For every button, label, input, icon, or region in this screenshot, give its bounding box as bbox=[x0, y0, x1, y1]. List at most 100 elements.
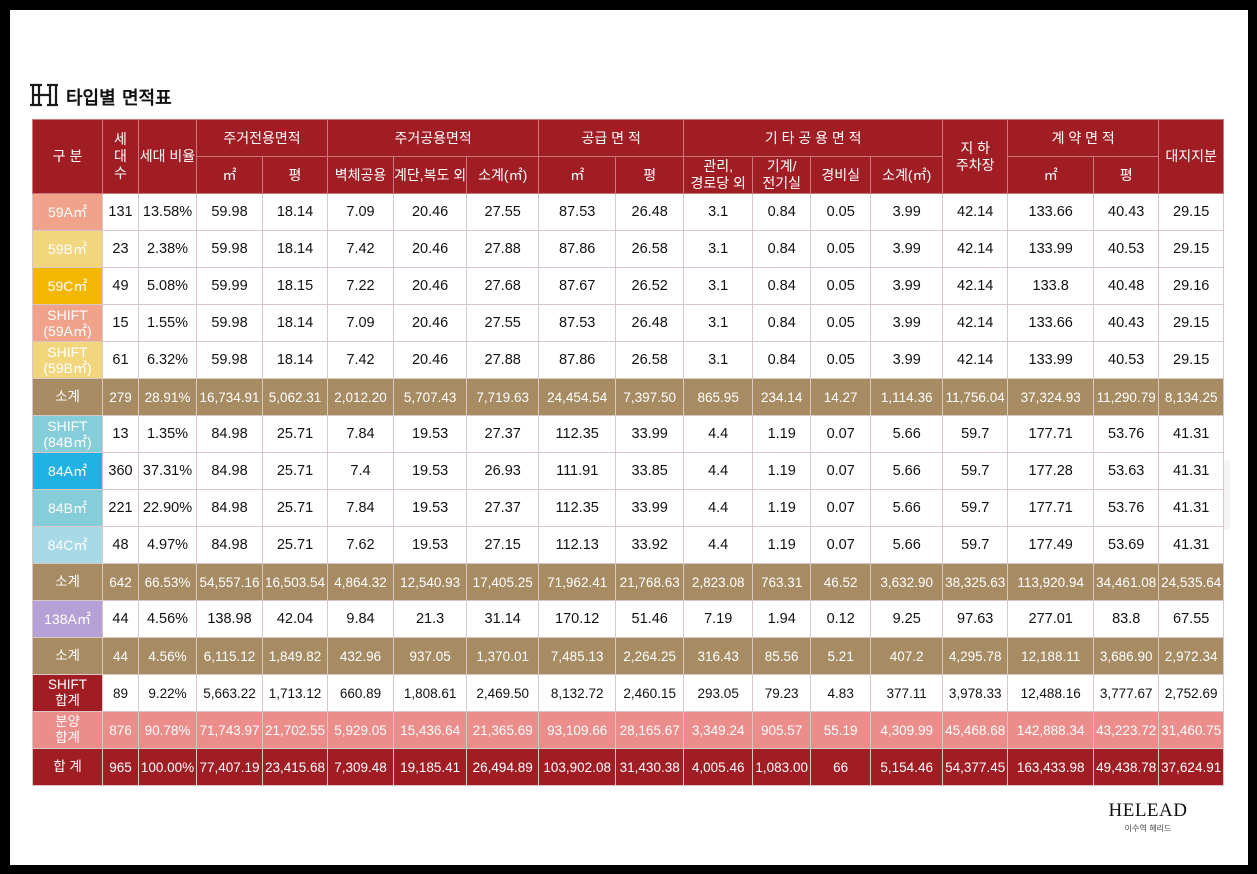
table-cell: 142,888.34 bbox=[1007, 711, 1095, 749]
table-cell: 937.05 bbox=[392, 637, 468, 675]
header-parking: 지 하 주차장 bbox=[942, 119, 1009, 194]
table-cell: 0.05 bbox=[810, 304, 872, 342]
table-cell: 31.14 bbox=[466, 600, 540, 638]
row-label: 소계 bbox=[32, 563, 103, 601]
table-cell: 48 bbox=[102, 526, 139, 564]
row-label: SHIFT 합계 bbox=[32, 674, 103, 712]
table-cell: 0.84 bbox=[752, 267, 812, 305]
table-cell: 7.09 bbox=[327, 304, 394, 342]
table-cell: 27.15 bbox=[466, 526, 540, 564]
table-cell: 1,370.01 bbox=[466, 637, 540, 675]
table-cell: 25.71 bbox=[262, 452, 328, 490]
table-cell: 24,535.64 bbox=[1158, 563, 1225, 601]
table-cell: 25.71 bbox=[262, 415, 328, 453]
page-heading: 타입별 면적표 bbox=[30, 83, 172, 110]
table-cell: 5,663.22 bbox=[196, 674, 263, 712]
table-cell: 93,109.66 bbox=[538, 711, 617, 749]
page-title: 타입별 면적표 bbox=[66, 88, 172, 109]
table-cell: 0.07 bbox=[810, 526, 872, 564]
table-row: 분양 합계 876 90.78% 71,743.97 21,702.55 5,929.05… bbox=[32, 711, 1225, 749]
table-cell: 18.14 bbox=[262, 341, 328, 379]
row-label: SHIFT (59B㎡) bbox=[32, 341, 103, 379]
table-cell: 53.76 bbox=[1093, 489, 1160, 527]
table-cell: 7,397.50 bbox=[615, 378, 685, 416]
footer-brand: HELEAD bbox=[1108, 800, 1188, 821]
table-cell: 89 bbox=[102, 674, 139, 712]
table-cell: 5.66 bbox=[870, 415, 944, 453]
table-cell: 27.55 bbox=[466, 193, 540, 231]
table-cell: 905.57 bbox=[752, 711, 812, 749]
header-households: 세 대 수 bbox=[102, 119, 139, 194]
table-cell: 3,632.90 bbox=[870, 563, 944, 601]
table-cell: 42.14 bbox=[942, 341, 1009, 379]
table-cell: 8,134.25 bbox=[1158, 378, 1225, 416]
table-cell: 66 bbox=[810, 748, 872, 786]
table-cell: 26.58 bbox=[615, 341, 685, 379]
header-other-common-area: 기 타 공 용 면 적 bbox=[683, 119, 944, 157]
table-cell: 18.15 bbox=[262, 267, 328, 305]
table-row: 소계 44 4.56% 6,115.12 1,849.82 432.96 937.05 1,3… bbox=[32, 637, 1225, 675]
table-cell: 40.43 bbox=[1093, 193, 1160, 231]
table-cell: 27.88 bbox=[466, 230, 540, 268]
table-cell: 26.48 bbox=[615, 304, 685, 342]
table-cell: 763.31 bbox=[752, 563, 812, 601]
table-cell: 28.91% bbox=[138, 378, 197, 416]
row-label: 84A㎡ bbox=[32, 452, 103, 490]
table-cell: 20.46 bbox=[392, 193, 468, 231]
table-cell: 27.37 bbox=[466, 489, 540, 527]
table-cell: 4.4 bbox=[683, 452, 754, 490]
table-cell: 23 bbox=[102, 230, 139, 268]
table-cell: 16,734.91 bbox=[196, 378, 263, 416]
table-cell: 71,962.41 bbox=[538, 563, 617, 601]
table-cell: 111.91 bbox=[538, 452, 617, 490]
table-cell: 20.46 bbox=[392, 230, 468, 268]
table-cell: 20.46 bbox=[392, 304, 468, 342]
table-row: 84B㎡ 221 22.90% 84.98 25.71 7.84 19.53 27.37 112… bbox=[32, 489, 1225, 527]
table-cell: 21,365.69 bbox=[466, 711, 540, 749]
table-cell: 0.05 bbox=[810, 267, 872, 305]
table-cell: 163,433.98 bbox=[1007, 748, 1095, 786]
table-cell: 1.94 bbox=[752, 600, 812, 638]
header-contract-pyeong: 평 bbox=[1093, 156, 1160, 194]
table-cell: 234.14 bbox=[752, 378, 812, 416]
table-cell: 133.99 bbox=[1007, 230, 1095, 268]
table-cell: 1,713.12 bbox=[262, 674, 328, 712]
table-cell: 876 bbox=[102, 711, 139, 749]
table-cell: 67.55 bbox=[1158, 600, 1225, 638]
table-cell: 1.19 bbox=[752, 452, 812, 490]
table-cell: 54,557.16 bbox=[196, 563, 263, 601]
table-cell: 177.49 bbox=[1007, 526, 1095, 564]
table-cell: 21,768.63 bbox=[615, 563, 685, 601]
table-cell: 40.48 bbox=[1093, 267, 1160, 305]
table-cell: 28,165.67 bbox=[615, 711, 685, 749]
table-cell: 61 bbox=[102, 341, 139, 379]
table-cell: 59.98 bbox=[196, 304, 263, 342]
table-cell: 8,132.72 bbox=[538, 674, 617, 712]
table-cell: 19,185.41 bbox=[392, 748, 468, 786]
table-cell: 9.84 bbox=[327, 600, 394, 638]
table-cell: 1,083.00 bbox=[752, 748, 812, 786]
header-other-machine: 기계/ 전기실 bbox=[752, 156, 812, 194]
header-other-subtotal: 소계(㎡) bbox=[870, 156, 944, 194]
table-cell: 19.53 bbox=[392, 452, 468, 490]
table-cell: 7.42 bbox=[327, 341, 394, 379]
table-cell: 4.83 bbox=[810, 674, 872, 712]
table-cell: 29.15 bbox=[1158, 193, 1225, 231]
table-cell: 54,377.45 bbox=[942, 748, 1009, 786]
table-cell: 3.1 bbox=[683, 267, 754, 305]
table-cell: 4,864.32 bbox=[327, 563, 394, 601]
table-cell: 2,012.20 bbox=[327, 378, 394, 416]
table-cell: 0.84 bbox=[752, 304, 812, 342]
table-cell: 59.99 bbox=[196, 267, 263, 305]
row-label: 59B㎡ bbox=[32, 230, 103, 268]
table-cell: 3.1 bbox=[683, 230, 754, 268]
table-cell: 45,468.68 bbox=[942, 711, 1009, 749]
table-cell: 7.4 bbox=[327, 452, 394, 490]
table-cell: 51.46 bbox=[615, 600, 685, 638]
table-cell: 87.86 bbox=[538, 230, 617, 268]
header-supply-pyeong: 평 bbox=[615, 156, 685, 194]
row-label: 소계 bbox=[32, 637, 103, 675]
table-cell: 59.98 bbox=[196, 341, 263, 379]
table-row: 59C㎡ 49 5.08% 59.99 18.15 7.22 20.46 27.68 87.67… bbox=[32, 267, 1225, 305]
table-cell: 112.35 bbox=[538, 415, 617, 453]
